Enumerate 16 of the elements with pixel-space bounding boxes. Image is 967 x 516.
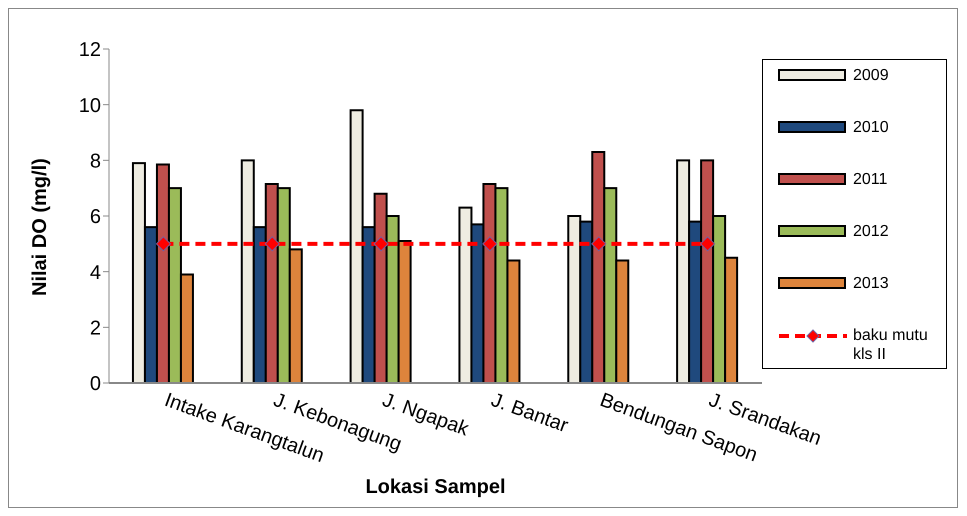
legend-label: 2010	[853, 118, 890, 137]
y-tick-label: 10	[78, 94, 101, 117]
legend-label: 2013	[853, 274, 890, 293]
y-axis-title: Nilai DO (mg/l)	[29, 158, 52, 296]
legend-label: 2009	[853, 66, 890, 85]
y-tick-label: 8	[90, 150, 101, 172]
y-tick-label: 12	[78, 39, 101, 62]
x-axis-title: Lokasi Sampel	[365, 476, 506, 498]
y-tick-label: 4	[90, 262, 101, 284]
y-tick-label: 0	[90, 373, 101, 396]
y-tick-label: 6	[90, 206, 101, 228]
legend-label: baku mutu kls II	[853, 326, 929, 364]
legend-label: 2012	[853, 222, 890, 241]
legend-label: 2011	[853, 170, 888, 189]
x-tick-label: J. Bantar	[488, 389, 572, 438]
y-tick-label: 2	[90, 317, 101, 340]
